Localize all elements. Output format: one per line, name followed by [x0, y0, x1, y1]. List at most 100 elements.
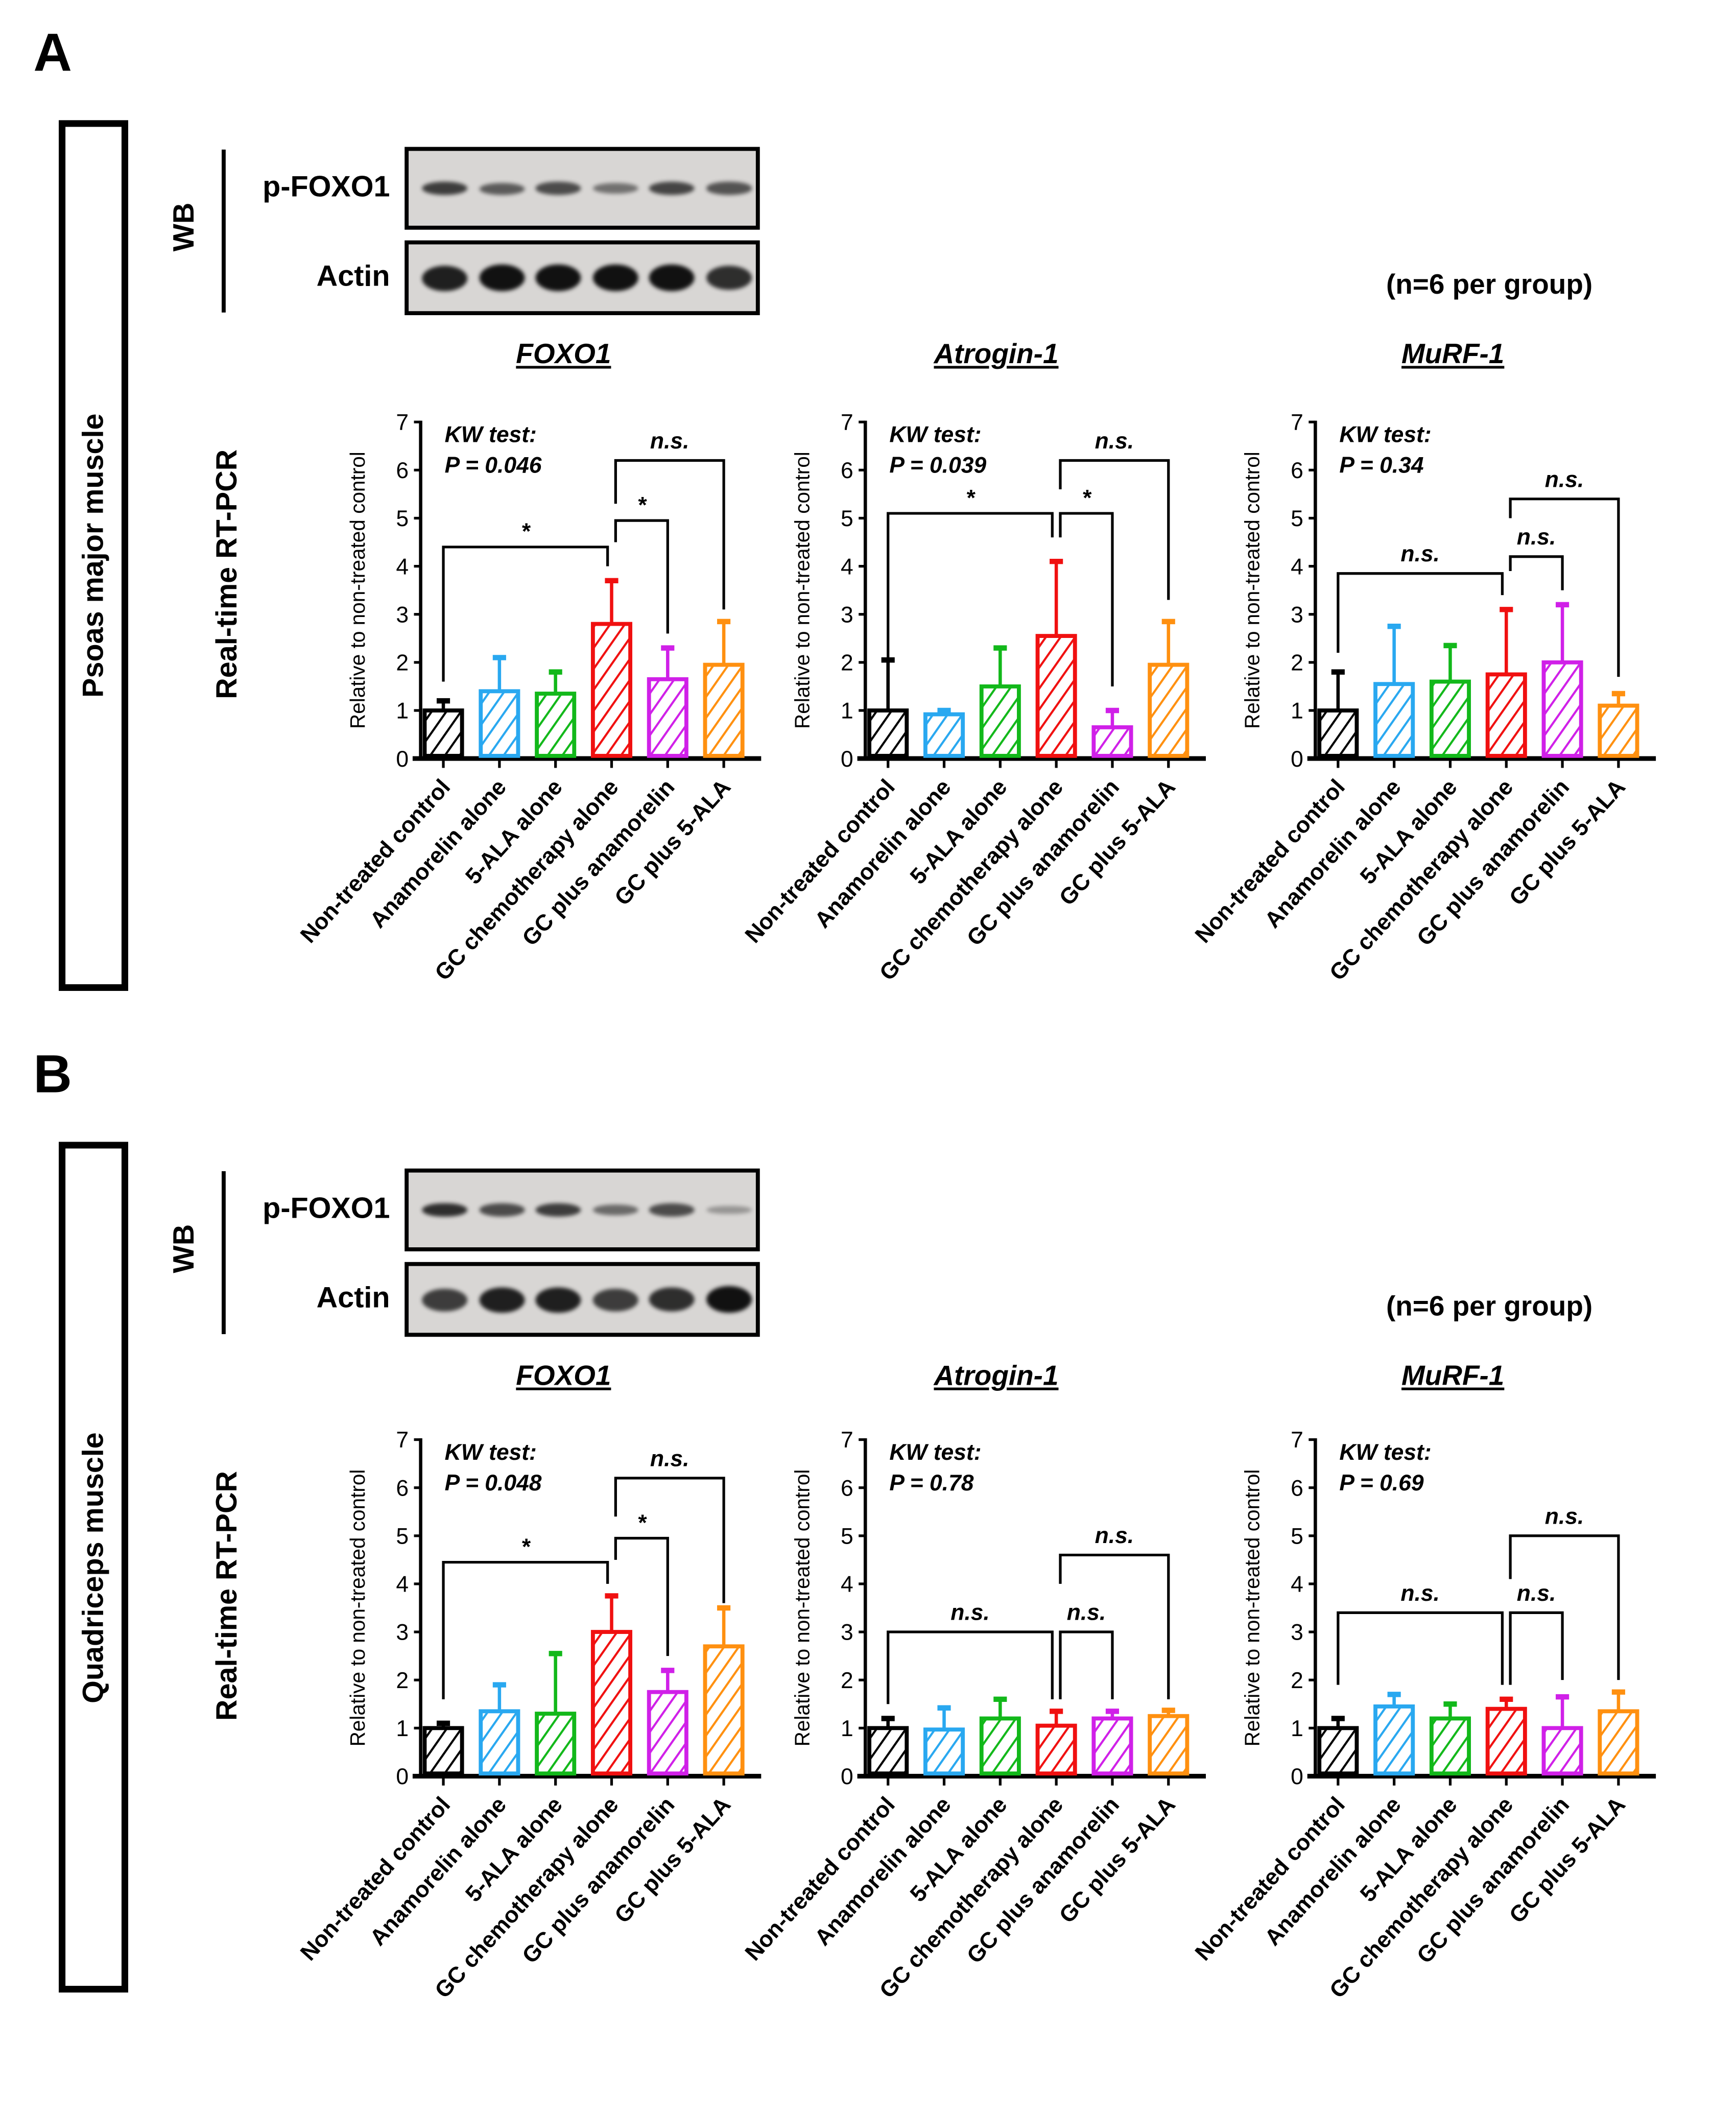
- y-tick-label: 4: [841, 554, 853, 579]
- chart-title: Atrogin-1: [934, 339, 1059, 370]
- significance-label: *: [966, 485, 976, 510]
- rtpcr-text: Real-time RT-PCR: [209, 449, 243, 699]
- chart-title: Atrogin-1: [934, 1361, 1059, 1392]
- blot-band: [422, 1202, 468, 1217]
- y-tick-label: 5: [1291, 1524, 1303, 1549]
- y-tick-label: 3: [396, 602, 409, 627]
- bar: [1541, 1726, 1583, 1776]
- wb-label: WB: [158, 200, 211, 254]
- bar: [1317, 1726, 1359, 1776]
- blot-band: [422, 265, 468, 291]
- y-tick-label: 1: [1291, 1716, 1303, 1741]
- kw-test-label: KW test:: [889, 422, 981, 447]
- y-axis-label: Relative to non-treated control: [346, 1469, 369, 1747]
- blot-band: [479, 1287, 525, 1312]
- y-tick-label: 7: [396, 1428, 409, 1453]
- bar-chart: Relative to non-treated control 0 1 2 3 4 5 6 7 K…: [741, 410, 1206, 985]
- y-tick-label: 2: [396, 651, 409, 676]
- y-tick-label: 4: [396, 554, 409, 579]
- significance-bracket: [614, 459, 725, 610]
- y-tick-label: 0: [1291, 1764, 1303, 1789]
- y-tick-label: 4: [1291, 554, 1303, 579]
- bar: [647, 677, 688, 758]
- significance-label: *: [521, 1534, 531, 1559]
- kw-p-value: P = 0.046: [445, 453, 542, 478]
- y-tick-label: 0: [841, 747, 853, 772]
- bar: [703, 662, 745, 758]
- y-tick-label: 6: [396, 1476, 409, 1501]
- bar: [1541, 660, 1583, 758]
- kw-test-label: KW test:: [445, 1440, 537, 1465]
- significance-bracket: [1509, 497, 1620, 677]
- significance-label: n.s.: [1545, 467, 1584, 492]
- significance-bracket: [1059, 1553, 1170, 1699]
- y-tick-label: 0: [1291, 747, 1303, 772]
- y-tick-label: 7: [841, 1428, 853, 1453]
- kw-p-value: P = 0.039: [889, 453, 986, 478]
- bar-chart: Relative to non-treated control 0 1 2 3 4 5 6 7 K…: [1191, 1428, 1656, 2003]
- wb-divider: [222, 1171, 226, 1334]
- y-tick-label: 7: [841, 410, 853, 435]
- significance-label: *: [1082, 485, 1092, 510]
- significance-bracket: [1509, 1534, 1620, 1680]
- y-tick-label: 7: [1291, 1428, 1303, 1453]
- blot-band: [649, 181, 695, 195]
- blot-band: [535, 1287, 581, 1312]
- bar: [1148, 1714, 1190, 1776]
- y-tick-label: 3: [841, 1620, 853, 1645]
- bar: [422, 708, 464, 758]
- y-tick-label: 2: [1291, 651, 1303, 676]
- y-tick-label: 5: [396, 506, 409, 531]
- blot-band: [649, 1287, 695, 1312]
- bar: [535, 1712, 577, 1776]
- tissue-box: Psoas major muscle: [59, 120, 129, 991]
- kw-p-value: P = 0.34: [1339, 453, 1423, 478]
- n-per-group-note: (n=6 per group): [1386, 270, 1593, 301]
- significance-label: n.s.: [1400, 1581, 1440, 1606]
- kw-p-value: P = 0.048: [445, 1471, 542, 1496]
- significance-label: n.s.: [1545, 1504, 1584, 1529]
- y-tick-label: 7: [1291, 410, 1303, 435]
- significance-label: n.s.: [650, 429, 689, 454]
- significance-label: n.s.: [1067, 1600, 1106, 1625]
- chart-title: MuRF-1: [1401, 1361, 1505, 1392]
- significance-bracket: [614, 1536, 669, 1656]
- bar: [1598, 703, 1639, 758]
- y-axis-label: Relative to non-treated control: [1241, 1469, 1264, 1747]
- bar: [1091, 1716, 1133, 1776]
- significance-bracket: [1337, 1611, 1504, 1685]
- y-tick-label: 6: [1291, 1476, 1303, 1501]
- y-tick-label: 0: [396, 1764, 409, 1789]
- chart-title: FOXO1: [516, 1361, 611, 1392]
- y-tick-label: 5: [841, 1524, 853, 1549]
- bar: [923, 712, 965, 758]
- bar-chart: Relative to non-treated control 0 1 2 3 4 5 6 7 K…: [741, 1428, 1206, 2003]
- blot-band: [422, 181, 468, 195]
- blot-band: [479, 264, 525, 291]
- actin-blot: [405, 1262, 760, 1337]
- y-tick-label: 3: [1291, 1620, 1303, 1645]
- y-tick-label: 1: [841, 699, 853, 724]
- blot-band: [705, 182, 751, 195]
- significance-label: n.s.: [1095, 429, 1134, 454]
- significance-bracket: [614, 1477, 725, 1603]
- significance-bracket: [442, 1560, 609, 1699]
- y-tick-label: 3: [841, 602, 853, 627]
- significance-label: *: [637, 1510, 648, 1535]
- kw-test-label: KW test:: [889, 1440, 981, 1465]
- bar: [1091, 725, 1133, 758]
- tissue-box: Quadriceps muscle: [59, 1142, 129, 1993]
- y-tick-label: 2: [841, 1668, 853, 1693]
- y-tick-label: 6: [841, 1476, 853, 1501]
- actin-blot: [405, 240, 760, 316]
- significance-bracket: [887, 1630, 1054, 1704]
- pfoxo1-blot: [405, 1168, 760, 1251]
- significance-bracket: [1337, 572, 1504, 653]
- kw-test-label: KW test:: [1339, 1440, 1431, 1465]
- y-tick-label: 4: [841, 1572, 853, 1597]
- panel-letter: B: [33, 1046, 72, 1105]
- significance-label: *: [521, 519, 531, 544]
- bar: [1148, 662, 1190, 758]
- y-tick-label: 6: [396, 458, 409, 483]
- rtpcr-label: Real-time RT-PCR: [200, 1471, 254, 1721]
